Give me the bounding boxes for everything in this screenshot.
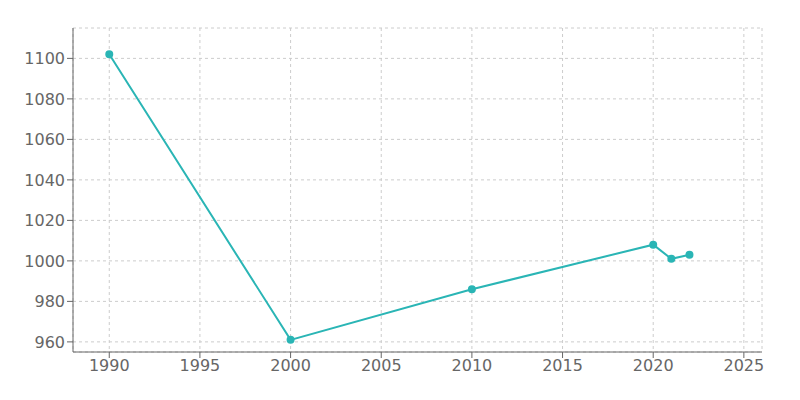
svg-text:1995: 1995: [180, 356, 221, 375]
svg-text:2000: 2000: [270, 356, 311, 375]
svg-text:1060: 1060: [24, 130, 65, 149]
svg-text:2015: 2015: [542, 356, 583, 375]
svg-text:1040: 1040: [24, 171, 65, 190]
svg-text:1990: 1990: [89, 356, 130, 375]
svg-text:1100: 1100: [24, 49, 65, 68]
svg-text:2005: 2005: [361, 356, 402, 375]
svg-text:2010: 2010: [452, 356, 493, 375]
svg-text:1000: 1000: [24, 252, 65, 271]
svg-text:1080: 1080: [24, 90, 65, 109]
svg-text:980: 980: [34, 292, 65, 311]
svg-text:2025: 2025: [724, 356, 765, 375]
svg-text:960: 960: [34, 333, 65, 352]
svg-text:1020: 1020: [24, 211, 65, 230]
svg-text:2020: 2020: [633, 356, 674, 375]
